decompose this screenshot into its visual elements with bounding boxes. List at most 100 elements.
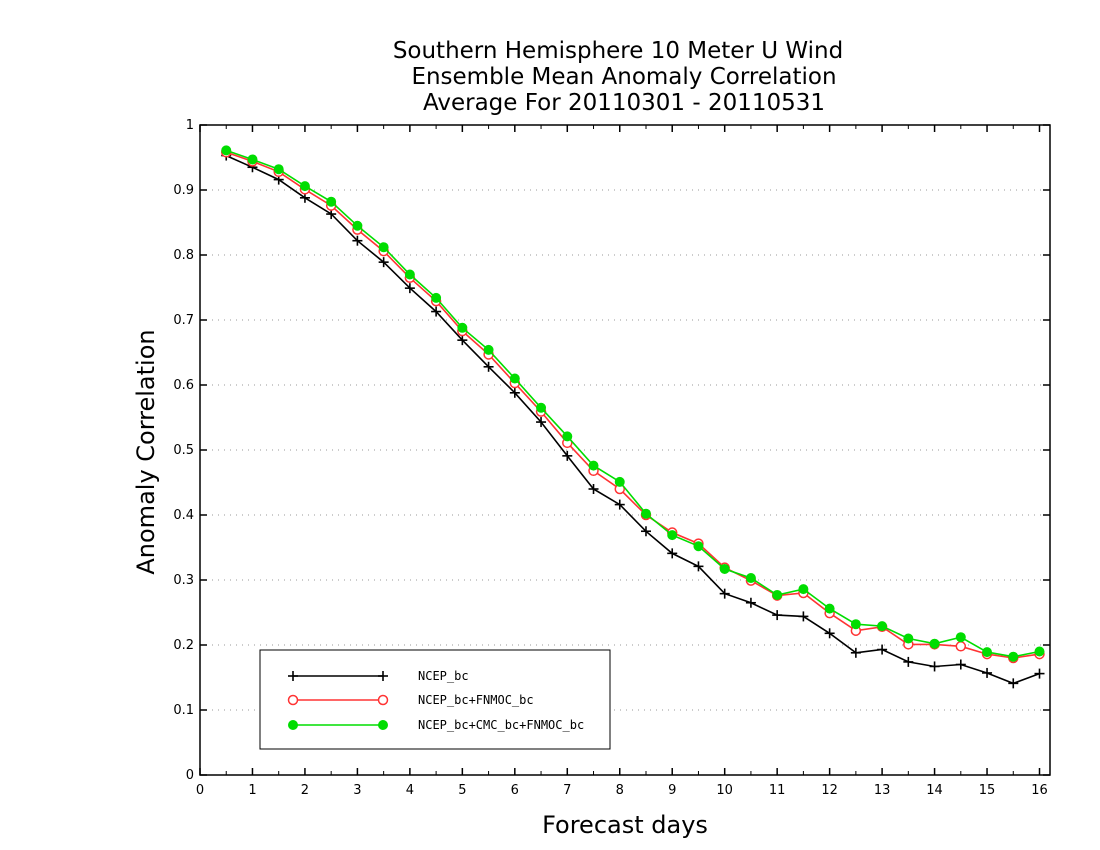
data-point	[1008, 651, 1019, 662]
legend-label-ncep-fnmoc: NCEP_bc+FNMOC_bc	[418, 693, 534, 707]
y-tick-label: 0.3	[173, 573, 194, 588]
x-tick-label: 10	[716, 783, 733, 798]
x-tick-label: 11	[769, 783, 786, 798]
series-line	[225, 149, 1040, 658]
y-tick-label: 0.4	[173, 508, 194, 523]
y-tick-label: 0.2	[173, 638, 194, 653]
data-point	[877, 621, 888, 632]
series-layer	[220, 145, 1045, 689]
series-0	[221, 150, 1045, 689]
data-point	[431, 292, 442, 303]
data-point	[772, 589, 783, 600]
data-point	[457, 335, 468, 346]
data-point	[772, 610, 783, 621]
y-tick-label: 0.8	[173, 248, 194, 263]
data-point	[798, 584, 809, 595]
series-line	[225, 154, 1040, 685]
y-axis-label: Anomaly Correlation	[132, 329, 160, 574]
data-point	[536, 402, 547, 413]
data-point	[719, 588, 730, 599]
x-tick-label: 9	[668, 783, 676, 798]
legend-marker	[288, 720, 298, 730]
series-1	[220, 147, 1045, 664]
data-point	[299, 181, 310, 192]
data-point	[588, 484, 599, 494]
data-point	[404, 283, 415, 294]
y-tick-label: 0.7	[173, 313, 194, 328]
legend-label-ncep-cmc-fnmoc: NCEP_bc+CMC_bc+FNMOC_bc	[418, 718, 584, 732]
x-tick-label: 3	[353, 783, 361, 798]
data-point	[378, 242, 389, 253]
data-point	[903, 656, 914, 667]
data-point	[247, 154, 258, 165]
x-tick-label: 4	[406, 783, 414, 798]
x-tick-label: 14	[926, 783, 943, 798]
data-point	[1034, 668, 1045, 679]
title-line-2: Ensemble Mean Anomaly Correlation	[411, 64, 836, 90]
data-point	[982, 667, 993, 678]
data-point	[955, 659, 966, 670]
data-point	[745, 573, 756, 584]
data-point	[929, 661, 940, 672]
data-point	[693, 561, 704, 572]
series-line	[225, 151, 1040, 659]
x-axis: 0 1 2 3 4 5 6 7 8 9 10 11 12 13 14 15 16	[196, 125, 1048, 798]
data-point	[929, 638, 940, 649]
data-point	[378, 257, 389, 268]
x-tick-label: 8	[616, 783, 624, 798]
data-point	[824, 628, 835, 639]
data-point	[457, 322, 468, 333]
y-tick-label: 0.1	[173, 703, 194, 718]
y-tick-label: 0	[186, 768, 194, 783]
x-tick-label: 1	[248, 783, 256, 798]
data-point	[614, 499, 625, 510]
x-tick-label: 15	[979, 783, 996, 798]
legend-marker	[287, 694, 299, 706]
data-point	[404, 269, 415, 280]
data-point	[982, 647, 993, 658]
legend: NCEP_bc NCEP_bc+FNMOC_bc NCEP_bc+CMC_bc+…	[259, 649, 611, 750]
x-tick-label: 5	[458, 783, 466, 798]
data-point	[1008, 678, 1019, 689]
data-point	[352, 220, 363, 231]
data-point	[640, 508, 651, 519]
x-tick-label: 6	[511, 783, 519, 798]
series-2	[221, 145, 1045, 662]
legend-marker	[288, 671, 298, 681]
data-point	[483, 361, 494, 372]
data-point	[955, 641, 967, 652]
data-point	[798, 611, 809, 622]
data-point	[614, 476, 625, 487]
x-tick-label: 12	[821, 783, 838, 798]
data-point	[850, 619, 861, 630]
chart-title: Southern Hemisphere 10 Meter U Wind Ense…	[393, 38, 843, 116]
data-point	[1034, 646, 1045, 657]
y-tick-label: 0.5	[173, 443, 194, 458]
y-tick-label: 0.6	[173, 378, 194, 393]
data-point	[536, 417, 547, 428]
data-point	[850, 647, 861, 658]
data-point	[483, 344, 494, 355]
data-point	[509, 387, 520, 398]
data-point	[273, 164, 284, 175]
data-point	[955, 632, 966, 643]
title-line-3: Average For 20110301 - 20110531	[423, 90, 825, 116]
x-tick-label: 13	[874, 783, 891, 798]
data-point	[588, 460, 599, 471]
x-tick-label: 0	[196, 783, 204, 798]
data-point	[221, 145, 232, 156]
data-point	[824, 603, 835, 614]
data-point	[431, 306, 442, 317]
data-point	[693, 541, 704, 552]
data-point	[719, 563, 730, 574]
data-point	[667, 548, 678, 559]
y-tick-label: 0.9	[173, 183, 194, 198]
y-tick-label: 1	[186, 118, 194, 133]
x-axis-label: Forecast days	[542, 811, 708, 839]
data-point	[562, 450, 573, 461]
title-line-1: Southern Hemisphere 10 Meter U Wind	[393, 38, 843, 64]
x-tick-label: 7	[563, 783, 571, 798]
data-point	[903, 633, 914, 644]
data-point	[562, 431, 573, 442]
